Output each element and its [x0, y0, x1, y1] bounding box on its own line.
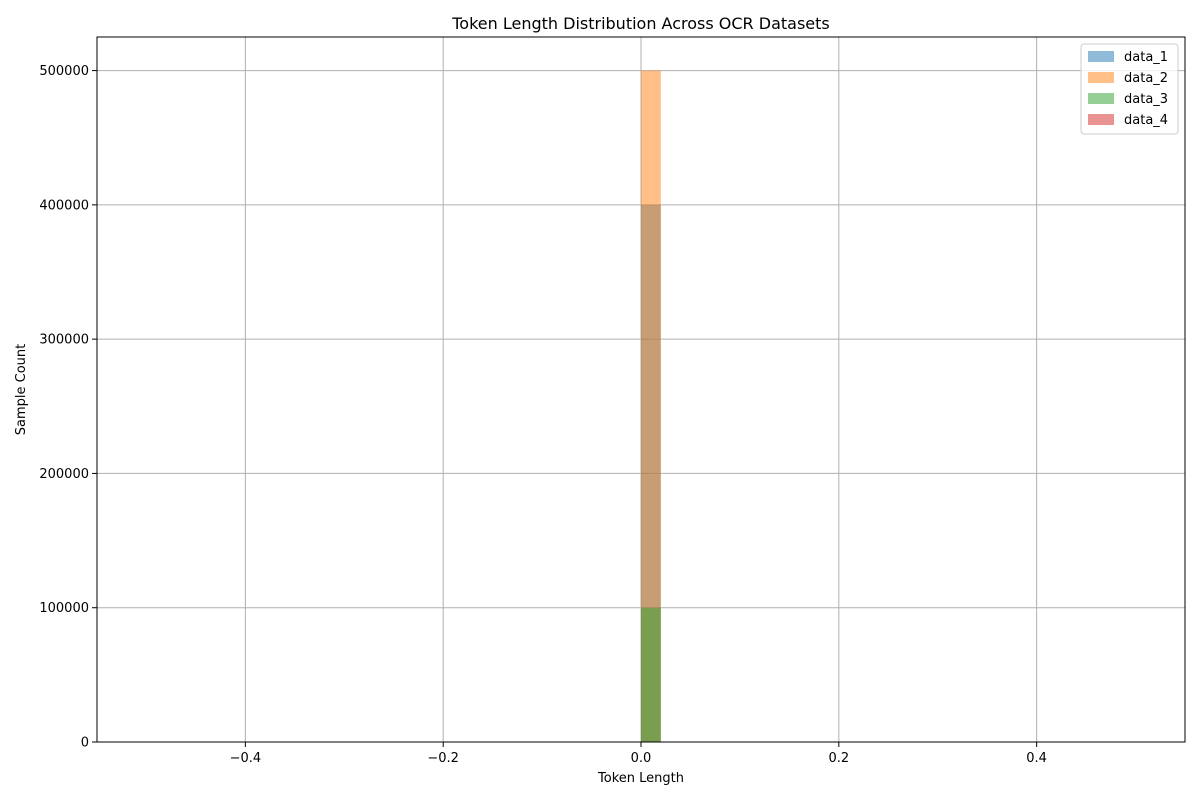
- legend-swatch: [1088, 51, 1114, 62]
- legend: data_1 data_2 data_3 data_4: [1080, 43, 1179, 135]
- y-axis-label: Sample Count: [14, 344, 29, 435]
- y-tick-label: 200000: [39, 467, 89, 482]
- legend-label: data_3: [1124, 92, 1168, 107]
- y-tick-label: 100000: [39, 601, 89, 616]
- x-tick-label: 0.2: [828, 751, 849, 766]
- bar-data_3: [641, 607, 661, 742]
- x-tick-label: −0.4: [230, 751, 262, 766]
- legend-swatch: [1088, 93, 1114, 104]
- x-tick-label: −0.2: [427, 751, 459, 766]
- x-axis-label: Token Length: [597, 771, 684, 786]
- legend-swatch: [1088, 114, 1114, 125]
- legend-box: [1080, 43, 1179, 135]
- x-tick-label: 0.0: [631, 751, 652, 766]
- bar-data_2: [641, 70, 661, 743]
- y-tick-label: 400000: [39, 198, 89, 213]
- chart-title: Token Length Distribution Across OCR Dat…: [451, 14, 830, 33]
- legend-label: data_2: [1124, 71, 1168, 86]
- ticks: −0.4 −0.2 0.0 0.2 0.4 0 100000 200000 300000 4000…: [39, 64, 1047, 766]
- y-tick-label: 300000: [39, 333, 89, 348]
- legend-label: data_1: [1124, 50, 1168, 65]
- legend-label: data_4: [1124, 113, 1168, 128]
- x-tick-label: 0.4: [1026, 751, 1047, 766]
- bars: [641, 70, 661, 743]
- y-tick-label: 500000: [39, 64, 89, 79]
- y-tick-label: 0: [81, 736, 89, 751]
- legend-swatch: [1088, 72, 1114, 83]
